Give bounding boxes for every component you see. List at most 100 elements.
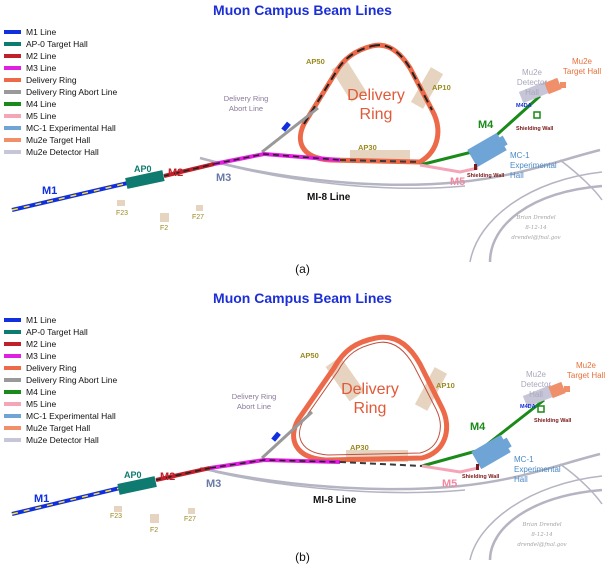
legend-label: M5 Line [26,111,57,121]
label-delivery-ring-2: Ring [360,106,393,123]
label-m4da: M4DA [520,404,536,410]
ring-m3-overlay [339,159,421,163]
m1-line [11,486,121,516]
ring-m4-dash [371,44,433,111]
shielding-wall-m5 [476,464,479,470]
legend: M1 Line AP-0 Target Hall M2 Line M3 Line… [4,26,117,158]
label-mu2e-detector-3: Hall [529,390,543,399]
label-m4: M4 [478,119,494,131]
label-shielding-wall-m5: Shielding Wall [467,173,505,179]
legend-item: Delivery Ring [4,74,117,86]
swatch-m2-line [4,342,21,346]
legend-label: AP-0 Target Hall [26,327,88,337]
legend-label: M4 Line [26,99,57,109]
swatch-m4-line [4,102,21,106]
legend-label: Mu2e Detector Hall [26,147,99,157]
f2-building [150,514,159,523]
legend-label: M1 Line [26,315,57,325]
ring-m4-dash-left [303,45,373,125]
label-m2: M2 [160,471,175,483]
label-m1: M1 [34,493,49,505]
legend-item: Mu2e Target Hall [4,134,117,146]
legend-label: MC-1 Experimental Hall [26,411,116,421]
swatch-abort-line [4,90,21,94]
m5-line [419,163,479,174]
label-m5: M5 [450,176,465,188]
label-mc1: MC-1 [510,151,530,160]
label-f23: F23 [116,210,128,217]
label-m4da: M4DA [516,103,532,109]
swatch-m4-line [4,390,21,394]
label-m4: M4 [470,421,486,433]
legend-item: M2 Line [4,50,117,62]
mi8-tunnel-inner [214,471,466,494]
label-ap10: AP10 [432,83,451,92]
background-tunnels [199,148,603,263]
legend-item: M2 Line [4,338,117,350]
swatch-m3-line [4,66,21,70]
legend-label: Mu2e Target Hall [26,423,91,433]
legend-item: Delivery Ring Abort Line [4,374,117,386]
label-delivery-ring-2: Ring [354,400,387,417]
m3-line-dash [213,153,341,165]
panel-title: Muon Campus Beam Lines [213,2,392,18]
abort-line [260,410,314,460]
label-f2: F2 [150,527,158,534]
swatch-abort-line [4,378,21,382]
legend-item: MC-1 Experimental Hall [4,410,117,422]
m2-line-dash [163,163,215,177]
legend-item: AP-0 Target Hall [4,38,117,50]
label-mc1-3: Hall [514,475,528,484]
label-m1: M1 [42,185,57,197]
signature: Brian Drendel [515,215,556,221]
curved-road [488,488,603,561]
swatch-mu2e-detector-hall [4,438,21,442]
panel-title: Muon Campus Beam Lines [213,290,392,306]
shielding-wall-m4 [537,405,545,413]
ring-m3-overlay [339,461,423,467]
legend-item: Mu2e Detector Hall [4,434,117,446]
label-mu2e-detector-2: Detector [517,78,548,87]
legend-label: M4 Line [26,387,57,397]
swatch-m5-line [4,114,21,118]
ap0-target-hall [117,476,157,495]
legend-item: AP-0 Target Hall [4,326,117,338]
mc1-hall-annex [496,437,512,453]
label-ap0: AP0 [134,164,152,174]
mu2e-detector-hall [518,80,552,104]
signature-email: drendel@fnal.gov [511,234,561,241]
label-abort-line-2: Abort Line [229,104,263,113]
m1-line-dash [11,182,129,211]
curved-road [488,184,603,263]
building-footprints [117,60,444,222]
road-right [559,159,603,201]
label-shielding-wall-m5: Shielding Wall [462,474,500,480]
signature-date: 8-12-14 [531,532,553,538]
label-ap10: AP10 [436,381,455,390]
legend-label: M3 Line [26,63,57,73]
label-mu2e-detector-3: Hall [525,88,539,97]
label-m3: M3 [216,172,231,184]
ring-inner-line [299,341,441,456]
m5-line [421,464,479,474]
label-mu2e-detector-2: Detector [521,380,552,389]
signature-date: 8-12-14 [525,225,547,231]
signature-email: drendel@fnal.gov [517,541,567,548]
panel-b: Muon Campus Beam Lines M1 Line AP-0 Targ… [0,288,605,576]
label-ap0: AP0 [124,470,142,480]
ap50-building [331,60,367,102]
mi8-tunnel [199,452,601,491]
ap0-target-hall [125,170,165,189]
legend-item: M3 Line [4,62,117,74]
label-abort-line: Delivery Ring [224,94,269,103]
legend-item: M1 Line [4,314,117,326]
legend-label: AP-0 Target Hall [26,39,88,49]
shielding-wall-m4 [533,111,541,119]
f23-building [114,506,122,512]
m3-line-dash [209,459,341,469]
legend-label: M2 Line [26,339,57,349]
label-delivery-ring: Delivery [347,87,405,104]
label-delivery-ring: Delivery [341,381,399,398]
label-ap50: AP50 [300,351,319,360]
legend-label: M2 Line [26,51,57,61]
